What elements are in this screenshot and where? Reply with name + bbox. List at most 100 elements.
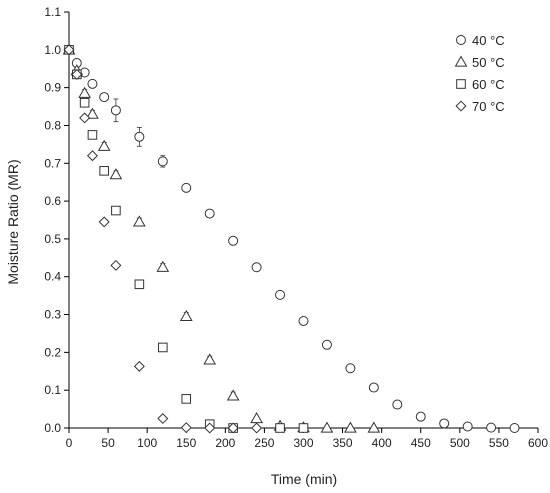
diamond-point — [63, 44, 75, 56]
y-tick-label: 0.3 — [44, 308, 61, 322]
diamond-point — [133, 360, 145, 372]
y-tick-label: 1.1 — [44, 5, 61, 19]
x-tick-label: 300 — [293, 436, 313, 450]
y-tick-label: 0.2 — [44, 345, 61, 359]
triangle-point — [156, 260, 170, 272]
x-tick-label: 550 — [489, 436, 509, 450]
circle-point — [204, 208, 215, 219]
data-markers — [62, 43, 520, 434]
diamond-point — [79, 112, 91, 124]
square-point — [111, 205, 121, 216]
circle-point — [134, 131, 145, 142]
circle-point — [439, 418, 450, 429]
square-point — [158, 342, 168, 353]
series-4-markers — [63, 44, 263, 434]
y-tick-label: 0.6 — [44, 194, 61, 208]
diamond-point — [98, 216, 110, 228]
y-tick-label: 0.8 — [44, 118, 61, 132]
y-tick-label: 0.0 — [44, 421, 61, 435]
triangle-point — [344, 421, 357, 433]
diamond-point — [204, 422, 216, 434]
square-point — [181, 394, 192, 404]
diamond-point — [71, 68, 83, 80]
y-tick-labels: 0.0 0.1 0.2 0.3 0.4 0.5 0.6 0.7 0.8 0.9 1.0 1.1 — [44, 5, 61, 435]
x-tick-label: 600 — [528, 436, 548, 450]
x-tick-label: 400 — [372, 436, 392, 450]
x-tick-label: 200 — [215, 436, 235, 450]
x-axis-label: Time (min) — [271, 471, 337, 487]
diamond-point — [157, 413, 169, 425]
x-tick-label: 350 — [333, 436, 353, 450]
square-point — [298, 423, 309, 433]
triangle-point — [179, 309, 193, 322]
series-1-markers — [64, 44, 520, 433]
y-tick-label: 0.1 — [44, 383, 61, 397]
circle-point — [392, 399, 403, 410]
series-2-markers — [62, 43, 381, 433]
square-point — [87, 130, 98, 140]
legend-square-marker — [456, 79, 466, 89]
circle-point — [110, 105, 121, 116]
legend-diamond-marker — [455, 100, 467, 112]
circle-point — [462, 421, 473, 432]
diamond-point — [86, 150, 98, 162]
y-tick-label: 0.5 — [44, 232, 61, 246]
x-tick-label: 500 — [450, 436, 470, 450]
triangle-point — [367, 421, 381, 433]
y-tick-label: 0.4 — [44, 270, 61, 284]
triangle-point — [97, 139, 111, 151]
diamond-point — [227, 422, 239, 434]
legend-label: 50 °C — [472, 55, 505, 70]
triangle-point — [132, 215, 146, 227]
square-point — [134, 279, 145, 290]
y-tick-label: 0.9 — [44, 81, 61, 95]
diamond-point — [110, 259, 122, 271]
x-tick-label: 0 — [66, 436, 73, 450]
diamond-point — [180, 422, 192, 434]
circle-point — [251, 262, 262, 273]
circle-point — [368, 382, 379, 393]
circle-point — [321, 339, 332, 350]
x-tick-label: 250 — [254, 436, 274, 450]
diamond-point — [251, 422, 263, 434]
triangle-point — [203, 353, 217, 365]
axes — [64, 11, 539, 433]
circle-point — [415, 411, 426, 422]
legend-triangle-marker — [454, 55, 468, 67]
circle-point — [228, 235, 239, 246]
legend-label: 60 °C — [472, 77, 505, 92]
series-3-markers — [64, 45, 309, 433]
y-axis-label: Moisture Ratio (MR) — [5, 159, 21, 284]
square-point — [99, 166, 109, 176]
triangle-point — [109, 168, 123, 180]
circle-point — [345, 363, 356, 374]
legend: 40 °C 50 °C 60 °C 70 °C — [454, 33, 505, 114]
x-tick-label: 450 — [411, 436, 431, 450]
circle-point — [275, 289, 286, 300]
triangle-point — [320, 421, 334, 433]
circle-point — [99, 92, 110, 103]
x-tick-labels: 0 50 100 150 200 250 300 350 400 450 500 550 600 — [66, 436, 549, 450]
x-tick-label: 150 — [176, 436, 196, 450]
square-point — [79, 97, 90, 108]
y-tick-label: 0.7 — [44, 156, 61, 170]
triangle-point — [86, 107, 99, 119]
triangle-point — [250, 412, 263, 424]
x-tick-label: 100 — [137, 436, 157, 450]
error-bars — [74, 58, 447, 427]
triangle-point — [78, 86, 91, 98]
circle-point — [509, 423, 520, 433]
circle-point — [486, 422, 497, 433]
legend-circle-marker — [456, 35, 466, 45]
circle-point — [87, 78, 98, 89]
triangle-point — [226, 389, 240, 401]
circle-point — [157, 156, 168, 167]
legend-label: 40 °C — [472, 33, 505, 48]
circle-point — [181, 182, 192, 193]
x-tick-label: 50 — [101, 436, 115, 450]
square-point — [275, 423, 285, 433]
circle-point — [298, 315, 309, 326]
y-tick-label: 1.0 — [44, 43, 61, 57]
legend-label: 70 °C — [472, 99, 505, 114]
